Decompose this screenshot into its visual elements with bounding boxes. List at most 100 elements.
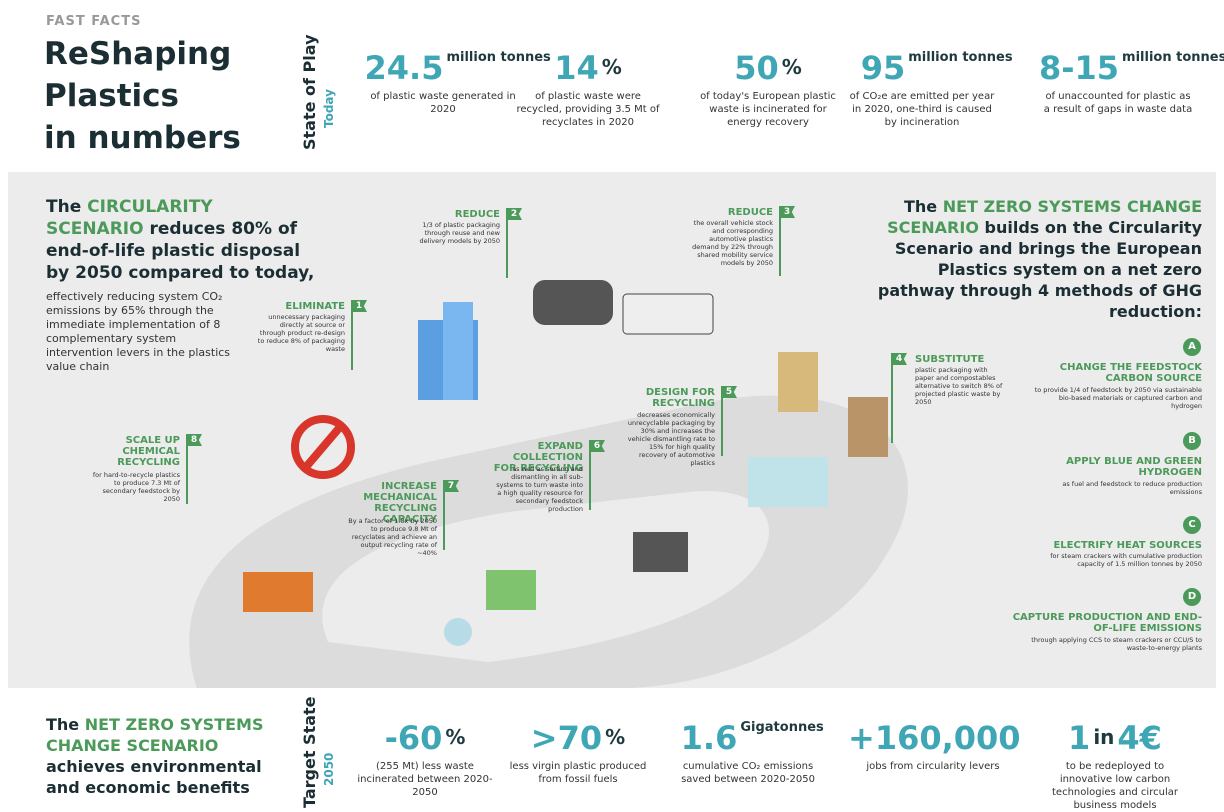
fact-unit: million tonnes — [908, 52, 983, 64]
lever-text: unnecessary packaging directly at source… — [255, 313, 345, 353]
page: FAST FACTS ReShaping Plastics in numbers St… — [0, 0, 1224, 811]
fact-headline: 14% — [503, 52, 673, 84]
lever-title: SCALE UP CHEMICAL RECYCLING — [90, 435, 180, 468]
method-title: CAPTURE PRODUCTION AND END-OF-LIFE EMISS… — [1010, 612, 1202, 634]
lever-stem — [351, 300, 353, 370]
fact-number: 1.6 — [681, 719, 738, 757]
fact-text: less virgin plastic produced from fossil… — [503, 760, 653, 786]
method-badge: A — [1183, 338, 1201, 356]
method-badge: D — [1183, 588, 1201, 606]
factory — [243, 572, 313, 612]
buildings — [443, 302, 473, 400]
lever-stem — [186, 434, 188, 504]
heading-rest: achieves environmental and economic bene… — [46, 757, 262, 797]
bus — [623, 294, 713, 334]
row-sublabel: 2050 — [322, 753, 336, 786]
lever-title: DESIGN FOR RECYCLING — [625, 387, 715, 409]
recycling-machine — [486, 570, 536, 610]
fact-unit: Gigatonnes — [740, 722, 815, 734]
fact-unit: million tonnes — [1122, 52, 1197, 64]
fact-number: -60 — [385, 719, 443, 757]
lever-stem — [443, 480, 445, 550]
fact-headline: +160,000 — [848, 722, 1018, 754]
heading-highlight: NET ZERO SYSTEMS CHANGE SCENARIO — [46, 715, 263, 755]
method-text: for steam crackers with cumulative produ… — [1030, 552, 1202, 568]
method-text: through applying CCS to steam crackers o… — [1030, 636, 1202, 652]
fact-text: of CO₂e are emitted per year in 2020, on… — [847, 90, 997, 129]
title-line: in numbers — [44, 120, 241, 156]
lever-text: 1/3 of plastic packaging through reuse a… — [410, 221, 500, 245]
method-text: as fuel and feedstock to reduce producti… — [1030, 480, 1202, 496]
lever-stem — [506, 208, 508, 278]
fact-text: of today's European plastic waste is inc… — [693, 90, 843, 129]
recycling-bin — [748, 457, 828, 507]
method-title: ELECTRIFY HEAT SOURCES — [1010, 540, 1202, 551]
sorting-bins — [633, 532, 688, 572]
lever-text: decreases economically unrecyclable pack… — [625, 411, 715, 467]
fact-number: 4€ — [1117, 719, 1162, 757]
scenario-heading: The NET ZERO SYSTEMS CHANGE SCENARIO bui… — [860, 196, 1202, 322]
train — [533, 280, 613, 325]
fact-number: 1 — [1068, 719, 1090, 757]
row-label: Target State — [300, 696, 319, 808]
method-badge: B — [1183, 432, 1201, 450]
fact-unit: % — [445, 722, 465, 752]
lever-text: plastic packaging with paper and compost… — [915, 366, 1005, 406]
fact-text: of plastic waste were recycled, providin… — [513, 90, 663, 129]
fact-text: (255 Mt) less waste incinerated between … — [350, 760, 500, 799]
row-sublabel: Today — [322, 89, 336, 128]
lever-text: as well as sorting and dismantling in al… — [493, 465, 583, 513]
fact-text: of unaccounted for plastic as a result o… — [1043, 90, 1193, 116]
lever-stem — [779, 206, 781, 276]
fact-number: 8-15 — [1039, 49, 1119, 87]
fact-unit: in — [1093, 722, 1114, 752]
fact-number: 50 — [734, 49, 779, 87]
scenario-body: effectively reducing system CO₂ emission… — [46, 290, 241, 374]
lever-stem — [891, 353, 893, 443]
fact-number: 14 — [554, 49, 599, 87]
fact-text: of plastic waste generated in 2020 — [368, 90, 518, 116]
fact-text: cumulative CO₂ emissions saved between 2… — [673, 760, 823, 786]
lever-stem — [589, 440, 591, 510]
fact-unit: % — [602, 52, 622, 82]
heading-pre: The — [904, 197, 937, 216]
title-line: Plastics — [44, 78, 179, 114]
fact-unit: % — [605, 722, 625, 752]
lever-stem — [721, 386, 723, 456]
scenario-heading: The CIRCULARITY SCENARIO reduces 80% of … — [46, 196, 316, 284]
row-label: State of Play — [300, 34, 319, 150]
fact-headline: 50% — [683, 52, 853, 84]
fact-headline: -60% — [340, 722, 510, 754]
method-badge: C — [1183, 516, 1201, 534]
paper-pack — [778, 352, 818, 412]
lever-text: for hard-to-recycle plastics to produce … — [90, 471, 180, 503]
title-line: ReShaping — [44, 36, 231, 72]
method-text: to provide 1/4 of feedstock by 2050 via … — [1030, 386, 1202, 410]
scenario-heading: The NET ZERO SYSTEMS CHANGE SCENARIO ach… — [46, 714, 286, 798]
paper-bag — [848, 397, 888, 457]
lever-title: REDUCE — [410, 209, 500, 220]
pellets — [444, 618, 472, 646]
fact-text: jobs from circularity levers — [858, 760, 1008, 773]
lever-text: the overall vehicle stock and correspond… — [683, 219, 773, 267]
method-title: CHANGE THE FEEDSTOCK CARBON SOURCE — [1010, 362, 1202, 384]
heading-pre: The — [46, 197, 81, 217]
lever-text: By a factor of 1.8x by 2050 to produce 9… — [347, 517, 437, 557]
lever-title: SUBSTITUTE — [915, 354, 1005, 365]
fact-number: 24.5 — [365, 49, 444, 87]
fact-text: to be redeployed to innovative low carbo… — [1040, 760, 1190, 812]
section-label: FAST FACTS — [46, 14, 141, 29]
heading-pre: The — [46, 715, 79, 734]
method-title: APPLY BLUE AND GREEN HYDROGEN — [1010, 456, 1202, 478]
lever-title: REDUCE — [683, 207, 773, 218]
fact-unit: % — [782, 52, 802, 82]
lever-title: ELIMINATE — [255, 301, 345, 312]
fact-number: 95 — [861, 49, 906, 87]
no-sign — [306, 427, 340, 467]
fact-number: +160,000 — [848, 719, 1021, 757]
fact-headline: >70% — [493, 722, 663, 754]
